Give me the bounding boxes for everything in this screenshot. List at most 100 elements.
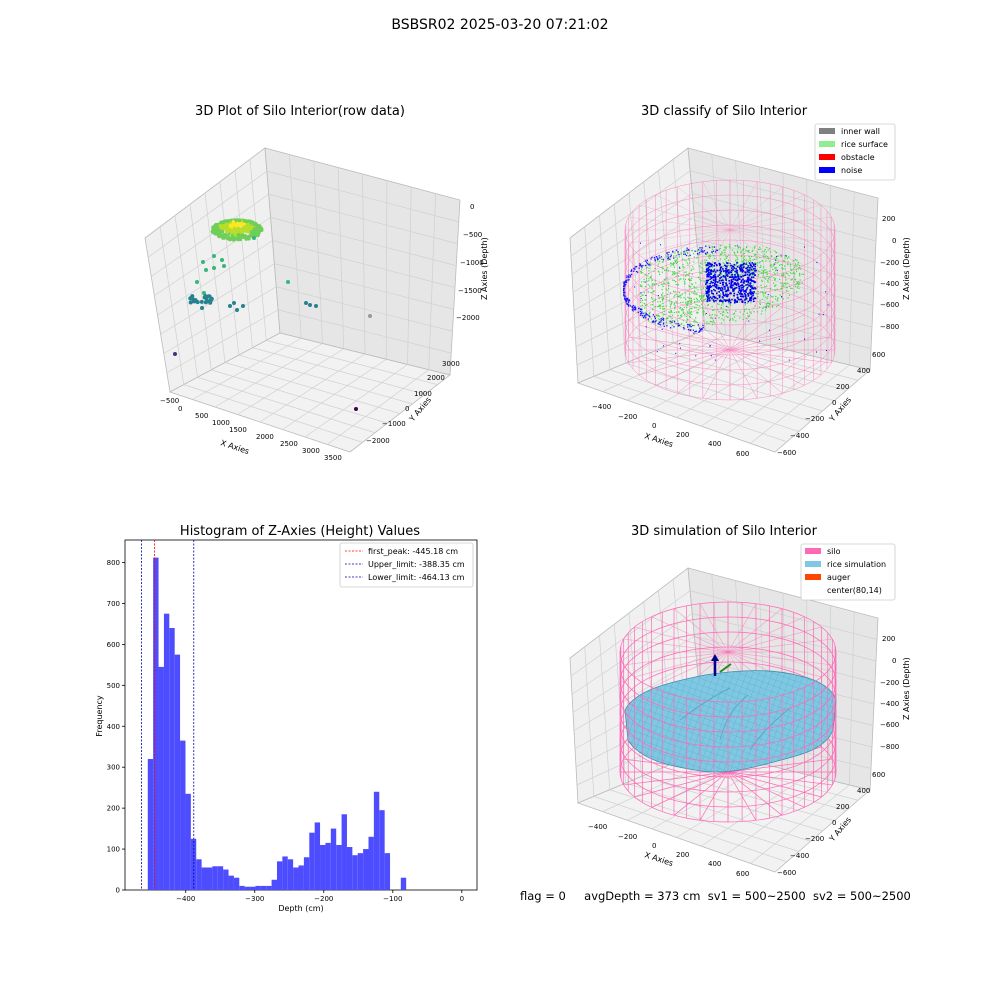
noise-point bbox=[754, 270, 756, 272]
noise-point bbox=[745, 284, 747, 286]
rice-surface-point bbox=[685, 249, 687, 252]
panel1-axes-box bbox=[144, 147, 461, 453]
noise-point bbox=[663, 325, 665, 328]
rice-surface-point bbox=[702, 313, 704, 315]
noise-point bbox=[659, 321, 662, 323]
rice-surface-point bbox=[737, 251, 739, 254]
rice-surface-point bbox=[712, 317, 714, 319]
rice-surface-point bbox=[661, 312, 663, 314]
rice-surface-point bbox=[694, 321, 696, 323]
rice-surface-point bbox=[742, 265, 744, 267]
rice-surface-point bbox=[701, 272, 703, 274]
rice-surface-point bbox=[661, 294, 663, 297]
noise-point bbox=[749, 296, 751, 299]
rice-surface-point bbox=[664, 283, 666, 285]
rice-surface-point bbox=[785, 272, 788, 274]
rice-surface-point bbox=[680, 301, 682, 304]
rice-surface-point bbox=[703, 311, 705, 313]
rice-surface-point bbox=[705, 289, 707, 291]
noise-point bbox=[749, 292, 752, 294]
noise-point bbox=[759, 340, 761, 342]
rice-surface-point bbox=[673, 255, 675, 257]
raw-point bbox=[190, 294, 195, 299]
noise-point bbox=[634, 286, 636, 288]
noise-point bbox=[708, 269, 710, 271]
noise-point bbox=[749, 289, 751, 291]
histogram-bar bbox=[363, 849, 369, 890]
rice-surface-point bbox=[711, 296, 713, 298]
rice-surface-point bbox=[688, 262, 691, 264]
noise-point bbox=[705, 290, 708, 293]
noise-point bbox=[734, 287, 737, 289]
noise-point bbox=[624, 281, 626, 284]
rice-surface-point bbox=[640, 301, 642, 304]
x-tick-label: −400 bbox=[176, 895, 195, 903]
rice-surface-point bbox=[655, 316, 657, 319]
noise-point bbox=[631, 273, 633, 276]
rice-surface-point bbox=[674, 291, 676, 293]
rice-surface-point bbox=[644, 307, 646, 309]
rice-surface-point bbox=[762, 273, 765, 275]
noise-point bbox=[742, 270, 745, 272]
noise-point bbox=[735, 283, 738, 286]
rice-surface-point bbox=[686, 273, 688, 276]
legend-label: obstacle bbox=[841, 153, 875, 162]
rice-surface-point bbox=[780, 255, 782, 258]
raw-scatter-3d-chart: −500 0 500 1000 1500 2000 2500 3000 3500… bbox=[144, 147, 489, 462]
noise-point bbox=[724, 300, 727, 303]
noise-point bbox=[626, 302, 628, 305]
rice-surface-point bbox=[683, 324, 685, 327]
noise-point bbox=[737, 297, 739, 299]
noise-point bbox=[749, 273, 752, 275]
rice-surface-point bbox=[673, 266, 676, 268]
rice-surface-point bbox=[727, 259, 730, 261]
histogram-bar bbox=[185, 793, 191, 890]
p2-xtick: −200 bbox=[618, 413, 637, 421]
noise-point bbox=[707, 298, 709, 301]
rice-surface-point bbox=[774, 267, 776, 269]
rice-surface-point bbox=[671, 317, 673, 319]
rice-surface-point bbox=[729, 318, 732, 320]
noise-point bbox=[709, 282, 711, 285]
noise-point bbox=[671, 321, 673, 323]
p2-xtick: 200 bbox=[676, 431, 689, 439]
noise-point bbox=[720, 266, 723, 268]
rice-surface-point bbox=[645, 277, 648, 280]
noise-point bbox=[752, 273, 754, 275]
noise-point bbox=[707, 272, 709, 275]
raw-point bbox=[244, 237, 249, 241]
noise-point bbox=[657, 295, 659, 297]
rice-surface-point bbox=[773, 282, 775, 284]
rice-surface-point bbox=[796, 259, 798, 261]
rice-surface-point bbox=[785, 282, 787, 284]
noise-point bbox=[752, 294, 754, 297]
rice-surface-point bbox=[658, 297, 660, 299]
rice-surface-point bbox=[722, 252, 724, 254]
rice-surface-point bbox=[650, 275, 652, 277]
rice-surface-point bbox=[647, 291, 649, 293]
rice-surface-point bbox=[767, 281, 769, 283]
rice-surface-point bbox=[733, 251, 735, 253]
rice-surface-point bbox=[717, 284, 719, 286]
noise-point bbox=[748, 285, 750, 287]
noise-point bbox=[623, 295, 625, 297]
rice-surface-point bbox=[697, 304, 699, 306]
noise-point bbox=[738, 277, 740, 280]
y-tick-label: 600 bbox=[107, 641, 120, 649]
noise-point bbox=[732, 265, 735, 268]
rice-surface-point bbox=[688, 311, 690, 313]
rice-surface-point bbox=[712, 309, 714, 312]
rice-surface-point bbox=[761, 298, 763, 300]
rice-surface-point bbox=[733, 297, 735, 299]
rice-surface-point bbox=[735, 272, 737, 274]
rice-surface-point bbox=[736, 256, 738, 258]
rice-surface-point bbox=[743, 265, 746, 267]
rice-surface-point bbox=[665, 318, 668, 320]
rice-surface-point bbox=[681, 309, 683, 311]
legend-label: inner wall bbox=[841, 127, 880, 136]
rice-surface-point bbox=[662, 258, 664, 260]
noise-point bbox=[728, 272, 730, 275]
noise-point bbox=[706, 295, 708, 297]
rice-surface-point bbox=[650, 318, 653, 320]
noise-point bbox=[714, 359, 716, 361]
